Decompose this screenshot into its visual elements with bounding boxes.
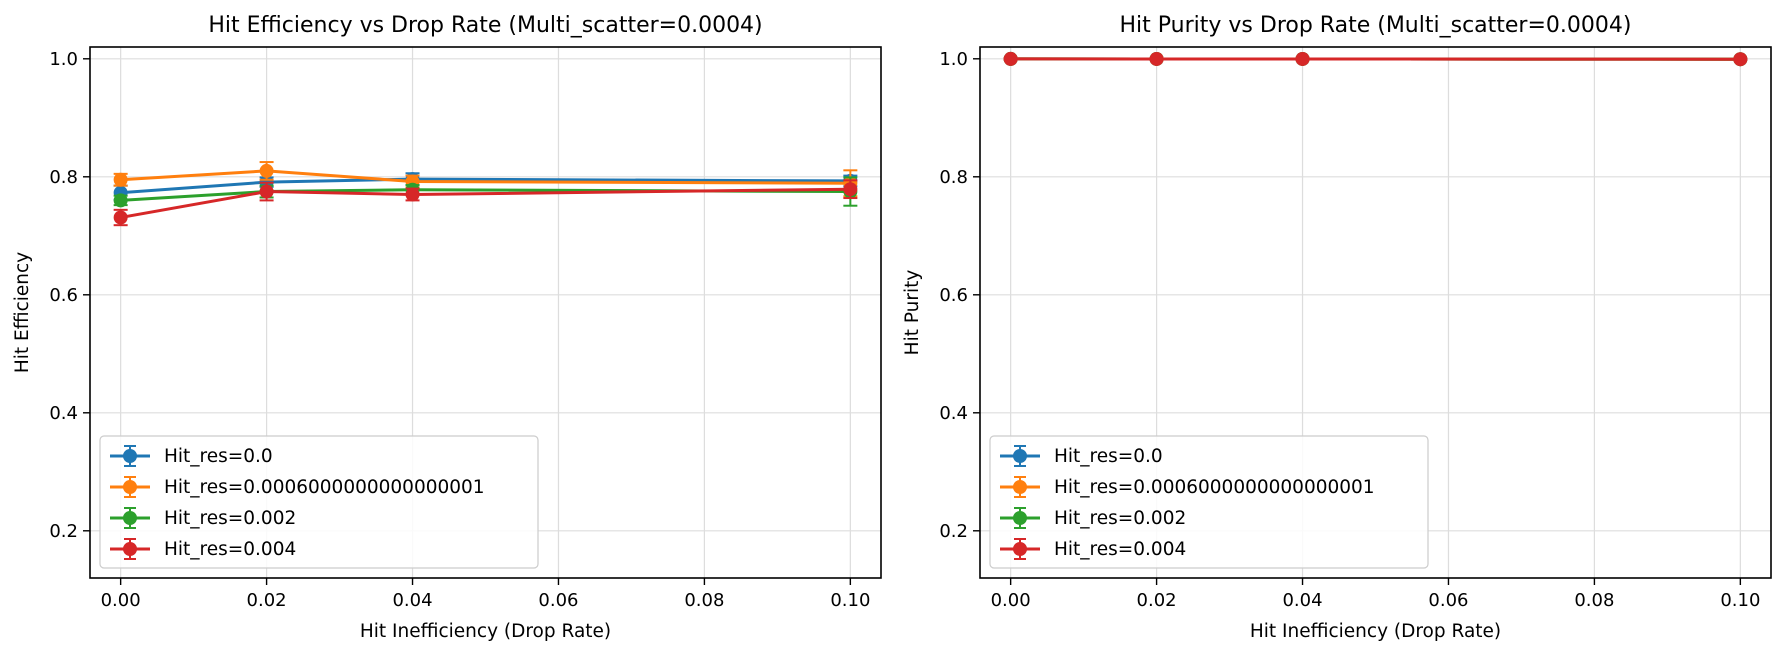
- x-tick-label: 0.02: [247, 590, 287, 611]
- chart-title: Hit Purity vs Drop Rate (Multi_scatter=0…: [1120, 13, 1632, 38]
- legend-item-4: Hit_res=0.004: [1000, 538, 1186, 560]
- legend-marker: [1013, 511, 1027, 525]
- x-tick-label: 0.10: [830, 590, 870, 611]
- y-tick-label: 0.8: [49, 167, 78, 188]
- chart-title: Hit Efficiency vs Drop Rate (Multi_scatt…: [208, 13, 762, 38]
- legend: Hit_res=0.0 Hit_res=0.0006000000000000001…: [989, 435, 1429, 569]
- data-point: [1003, 51, 1018, 66]
- y-tick-label: 1.0: [939, 49, 968, 70]
- legend-marker: [1013, 480, 1027, 494]
- y-tick-label: 0.8: [939, 167, 968, 188]
- legend-item-1: Hit_res=0.0: [110, 445, 273, 467]
- series-line: [120, 187, 851, 219]
- legend-marker: [123, 449, 137, 463]
- axes-frame: [979, 46, 1772, 579]
- x-tick-label: 0.00: [101, 590, 141, 611]
- legend-item-2: Hit_res=0.0006000000000000001: [110, 476, 485, 498]
- legend-item-3: Hit_res=0.002: [110, 507, 296, 529]
- data-point: [843, 182, 858, 197]
- data-point: [113, 172, 128, 187]
- y-axis-label: Hit Purity: [902, 270, 923, 356]
- legend-marker: [1013, 449, 1027, 463]
- legend-marker: [123, 480, 137, 494]
- data-point: [259, 163, 274, 178]
- chart-panel-2: 0.00 0.02 0.04 0.06 0.08 0.10 0.2 0.4 0.6 0.8 1.0 H…: [902, 13, 1772, 642]
- y-tick-label: 0.4: [49, 403, 78, 424]
- x-tick-label: 0.08: [1574, 590, 1614, 611]
- series-4: [113, 179, 858, 227]
- data-point: [1295, 51, 1310, 66]
- x-tick-label: 0.00: [991, 590, 1031, 611]
- series-4: [1003, 51, 1748, 67]
- legend-label: Hit_res=0.0006000000000000001: [1054, 477, 1375, 498]
- legend-marker: [123, 542, 137, 556]
- chart-panel-1: 0.00 0.02 0.04 0.06 0.08 0.10 0.2 0.4 0.6 0.8 1.0 H…: [12, 13, 882, 642]
- legend-label: Hit_res=0.002: [164, 508, 296, 529]
- series-line: [120, 177, 851, 195]
- legend: Hit_res=0.0 Hit_res=0.0006000000000000001…: [99, 435, 539, 569]
- legend-label: Hit_res=0.0: [164, 446, 273, 467]
- legend-item-2: Hit_res=0.0006000000000000001: [1000, 476, 1375, 498]
- legend-marker: [1013, 542, 1027, 556]
- y-tick-label: 1.0: [49, 49, 78, 70]
- y-tick-label: 0.6: [939, 285, 968, 306]
- y-tick-label: 0.6: [49, 285, 78, 306]
- legend-item-3: Hit_res=0.002: [1000, 507, 1186, 529]
- y-axis-label: Hit Efficiency: [12, 252, 33, 373]
- legend-item-1: Hit_res=0.0: [1000, 445, 1163, 467]
- x-tick-label: 0.06: [1428, 590, 1468, 611]
- data-point: [113, 193, 128, 208]
- x-tick-label: 0.08: [684, 590, 724, 611]
- legend-box: [989, 435, 1429, 569]
- legend-label: Hit_res=0.0006000000000000001: [164, 477, 485, 498]
- y-tick-label: 0.4: [939, 403, 968, 424]
- legend-label: Hit_res=0.0: [1054, 446, 1163, 467]
- data-point: [1149, 51, 1164, 66]
- x-axis-label: Hit Inefficiency (Drop Rate): [360, 621, 611, 642]
- y-tick-label: 0.2: [49, 521, 78, 542]
- data-point: [1733, 52, 1748, 67]
- x-tick-label: 0.02: [1137, 590, 1177, 611]
- data-point: [405, 187, 420, 202]
- y-tick-label: 0.2: [939, 521, 968, 542]
- legend-marker: [123, 511, 137, 525]
- x-tick-label: 0.04: [1282, 590, 1322, 611]
- x-tick-label: 0.06: [538, 590, 578, 611]
- data-point: [113, 210, 128, 225]
- x-tick-label: 0.04: [392, 590, 432, 611]
- legend-item-4: Hit_res=0.004: [110, 538, 296, 560]
- data-point: [259, 184, 274, 199]
- axes-frame: [89, 46, 882, 579]
- legend-box: [99, 435, 539, 569]
- legend-label: Hit_res=0.004: [164, 539, 296, 560]
- legend-label: Hit_res=0.002: [1054, 508, 1186, 529]
- x-axis-label: Hit Inefficiency (Drop Rate): [1250, 621, 1501, 642]
- legend-label: Hit_res=0.004: [1054, 539, 1186, 560]
- series-line: [120, 169, 851, 185]
- x-tick-label: 0.10: [1720, 590, 1760, 611]
